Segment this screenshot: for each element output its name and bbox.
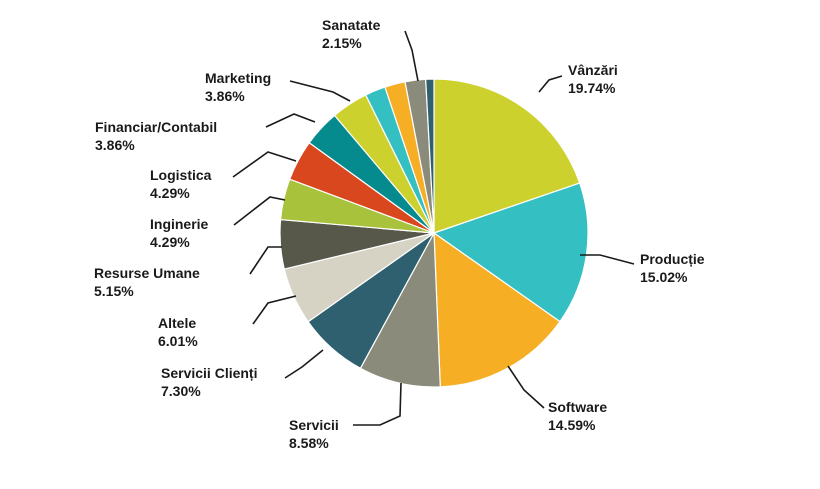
leader-lines (232, 30, 635, 426)
slice-label-altele: Altele (158, 315, 196, 331)
slice-label-software: Software (548, 399, 607, 415)
leader-line-servicii (353, 382, 402, 426)
slice-label-vanzari: Vânzări (568, 62, 618, 78)
slice-value-productie: 15.02% (640, 269, 688, 285)
pie-slices (279, 78, 589, 388)
slice-value-logistica: 4.29% (150, 185, 190, 201)
leader-line-logistica (232, 151, 297, 178)
slice-value-inginerie: 4.29% (150, 234, 190, 250)
slice-label-logistica: Logistica (150, 167, 212, 183)
slice-value-financiar-contabil: 3.86% (95, 137, 135, 153)
slice-value-marketing: 3.86% (205, 88, 245, 104)
slice-value-servicii-clienti: 7.30% (161, 383, 201, 399)
leader-line-sanatate (404, 30, 419, 82)
slice-value-servicii: 8.58% (289, 435, 329, 451)
leader-line-resurse-umane (249, 246, 282, 275)
leader-line-servicii-clienti (284, 349, 324, 379)
slice-label-servicii-clienti: Servicii Clienți (161, 365, 257, 381)
leader-line-altele (252, 295, 297, 325)
pie-slice-servicii (359, 230, 441, 388)
slice-value-altele: 6.01% (158, 333, 198, 349)
slice-label-productie: Producție (640, 251, 705, 267)
slice-value-resurse-umane: 5.15% (94, 283, 134, 299)
slice-label-resurse-umane: Resurse Umane (94, 265, 200, 281)
slice-value-vanzari: 19.74% (568, 80, 616, 96)
slice-label-marketing: Marketing (205, 70, 271, 86)
slice-label-sanatate: Sanatate (322, 17, 381, 33)
leader-line-financiar-contabil (265, 113, 316, 128)
slice-value-software: 14.59% (548, 417, 596, 433)
leader-line-productie (580, 254, 635, 265)
pie-slice-vanzari (433, 78, 581, 234)
leader-line-marketing (289, 80, 351, 102)
leader-line-software (507, 365, 545, 409)
slice-labels: Vânzări 19.74% Producție 15.02% Software 14.5… (94, 17, 705, 451)
leader-line-inginerie (233, 196, 286, 226)
slice-label-inginerie: Inginerie (150, 216, 209, 232)
leader-line-vanzari (538, 75, 563, 93)
slice-label-financiar-contabil: Financiar/Contabil (95, 119, 217, 135)
pie-slice-software (433, 231, 561, 388)
slice-label-servicii: Servicii (289, 417, 339, 433)
pie-slice-14 (425, 78, 435, 234)
slice-value-sanatate: 2.15% (322, 35, 362, 51)
